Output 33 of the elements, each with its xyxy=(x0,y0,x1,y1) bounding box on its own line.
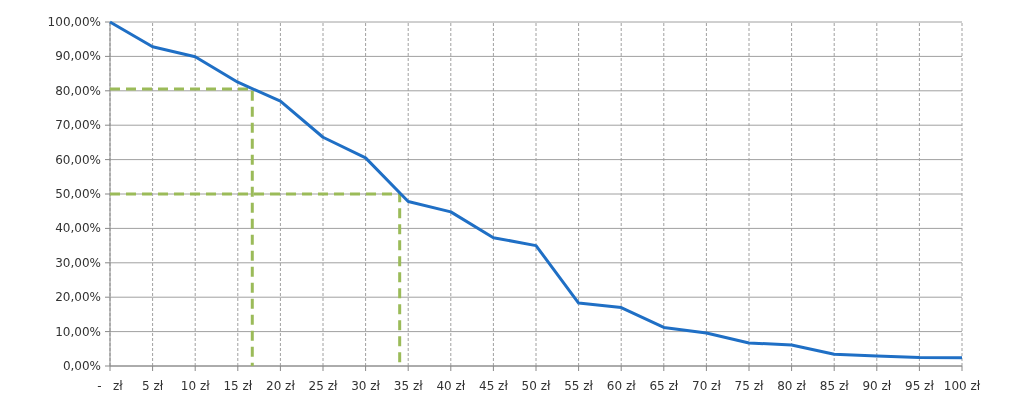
y-tick-label: 90,00% xyxy=(55,49,101,64)
x-tick-label: 40 zł xyxy=(436,379,466,393)
x-tick-label: 70 zł xyxy=(692,379,722,393)
x-tick-label: 100 zł xyxy=(943,379,981,393)
x-tick-label: 30 zł xyxy=(351,379,381,393)
x-tick-label: 80 zł xyxy=(777,379,807,393)
x-tick-label: 45 zł xyxy=(479,379,509,393)
x-tick-label: 25 zł xyxy=(308,379,338,393)
y-tick-label: 80,00% xyxy=(55,83,101,98)
y-tick-label: 0,00% xyxy=(62,359,101,373)
y-tick-label: 100,00% xyxy=(47,15,101,29)
x-tick-label: 55 zł xyxy=(564,379,594,393)
y-tick-label: 30,00% xyxy=(55,255,101,270)
x-tick-label: 20 zł xyxy=(266,379,296,393)
y-tick-label: 10,00% xyxy=(55,324,101,339)
x-tick-label: 50 zł xyxy=(521,379,551,393)
y-tick-label: 70,00% xyxy=(55,118,101,133)
x-tick-label: 85 zł xyxy=(819,379,850,393)
y-tick-label: 50,00% xyxy=(55,187,101,201)
x-tick-label: 15 zł xyxy=(223,379,253,393)
x-tick-label: 60 zł xyxy=(606,379,637,393)
y-tick-label: 60,00% xyxy=(55,152,101,167)
line-series xyxy=(108,20,964,360)
x-tick-label: 10 zł xyxy=(180,379,211,393)
x-tick-label: 65 zł xyxy=(649,379,679,393)
y-tick-label: 20,00% xyxy=(55,290,101,305)
x-tick-label: - zł xyxy=(97,379,124,393)
x-tick-label: 95 zł xyxy=(905,379,935,393)
x-tick-label: 75 zł xyxy=(734,379,764,393)
x-tick-label: 5 zł xyxy=(142,379,164,393)
y-tick-label: 40,00% xyxy=(55,221,101,236)
x-tick-label: 35 zł xyxy=(393,379,424,393)
x-tick-label: 90 zł xyxy=(862,379,892,393)
